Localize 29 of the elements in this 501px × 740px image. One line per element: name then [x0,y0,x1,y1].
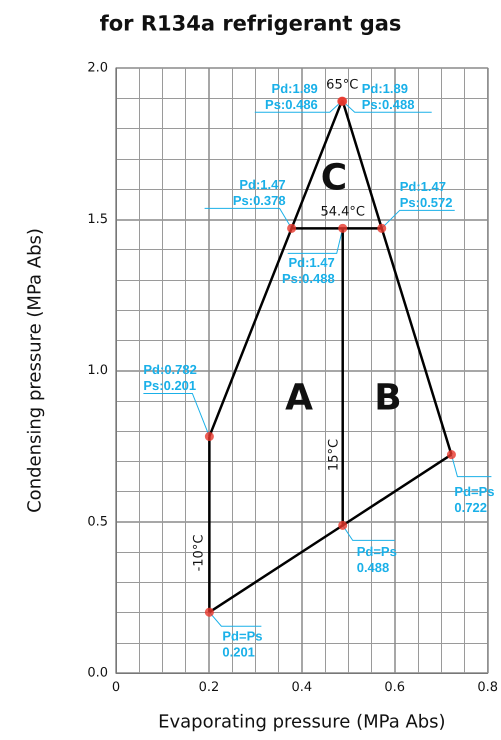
x-tick-label: 0.8 [477,680,498,695]
x-tick-label: 0.4 [291,680,312,695]
y-tick-label: 0.5 [87,514,108,530]
annotation: B [374,378,402,418]
annotation: Pd:0.782 Ps:0.201 [143,362,197,393]
x-axis-title: Evaporating pressure (MPa Abs) [158,712,446,732]
y-tick-label: 0.0 [87,666,108,680]
annotation: Pd:1.47 Ps:0.488 [282,254,335,286]
annotation: Pd=Ps 0.488 [356,544,397,575]
annotation: Pd:1.89 Ps:0.486 [265,80,318,112]
annotation: Pd=Ps 0.201 [222,628,262,660]
x-tick-label: 0 [112,680,120,695]
annotation: Pd=Ps 0.722 [454,484,495,516]
chart-title: for R134a refrigerant gas [100,12,402,36]
y-tick-label: 1.0 [87,363,108,378]
annotation: C [320,158,348,198]
annotation: 54.4°C [320,204,365,220]
annotation: Pd:1.47 Ps:0.572 [400,178,453,210]
y-axis-title: Condensing pressure (MPa Abs) [24,228,46,513]
annotation: 15°C [326,438,342,472]
annotation: Pd:1.89 Ps:0.488 [362,80,414,112]
annotation: A [285,378,314,418]
y-tick-label: 1.5 [87,212,108,227]
x-tick-label: 0.2 [198,680,220,695]
y-tick-label: 2.0 [87,60,108,76]
x-tick-label: 0.6 [384,680,406,695]
annotation: 65°C [326,77,358,92]
annotation: -10°C [192,534,206,572]
annotation: Pd:1.47 Ps:0.378 [232,176,286,208]
